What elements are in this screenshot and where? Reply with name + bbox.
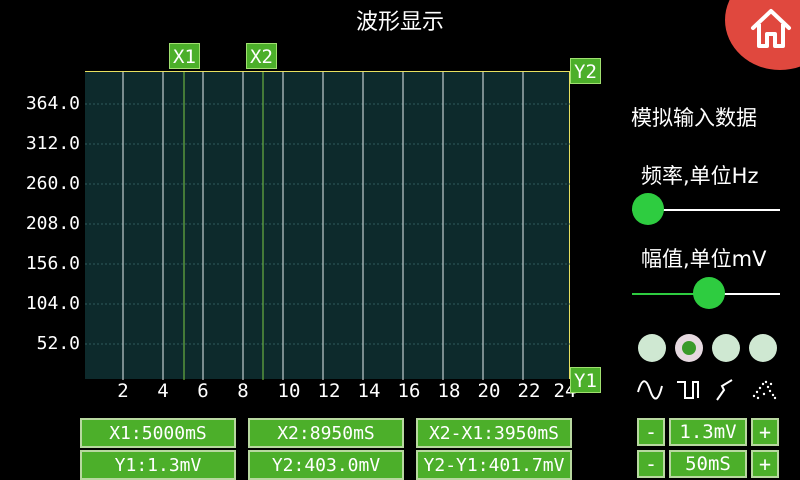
x-tick-label: 20: [478, 380, 501, 402]
amplitude-step-decrease-button[interactable]: -: [637, 418, 665, 446]
waveform-radio-noise[interactable]: [749, 334, 777, 362]
y-tick-label: 364.0: [26, 93, 80, 114]
plot-grid: [85, 72, 570, 380]
x-tick-label: 18: [438, 380, 461, 402]
readout-dx: X2-X1:3950mS: [416, 418, 572, 448]
cursor-y1-tag[interactable]: Y1: [570, 367, 601, 393]
amplitude-label: 幅值,单位mV: [641, 243, 767, 273]
time-step-increase-button[interactable]: +: [751, 450, 779, 478]
amplitude-slider[interactable]: [632, 293, 780, 295]
noise-wave-icon: [750, 376, 778, 404]
page-title: 波形显示: [0, 4, 800, 36]
readout-dy: Y2-Y1:401.7mV: [416, 450, 572, 480]
readout-x2: X2:8950mS: [248, 418, 404, 448]
readout-x1: X1:5000mS: [80, 418, 236, 448]
time-step-value: 50mS: [669, 450, 747, 478]
y-tick-label: 104.0: [26, 293, 80, 314]
frequency-slider-knob[interactable]: [632, 193, 664, 225]
x-tick-label: 16: [398, 380, 421, 402]
square-wave-icon: [674, 376, 702, 404]
waveform-radio-triangle[interactable]: [712, 334, 740, 362]
y-tick-label: 52.0: [37, 333, 80, 354]
amplitude-step-value: 1.3mV: [669, 418, 747, 446]
waveform-plot[interactable]: [85, 71, 570, 379]
triangle-wave-icon: [712, 376, 740, 404]
waveform-radio-square[interactable]: [675, 334, 703, 362]
y-tick-label: 260.0: [26, 173, 80, 194]
x-tick-label: 6: [197, 380, 208, 402]
cursor-x1-tag[interactable]: X1: [169, 43, 200, 69]
x-tick-label: 12: [318, 380, 341, 402]
frequency-slider[interactable]: [632, 209, 780, 211]
cursor-y2-tag[interactable]: Y2: [570, 58, 601, 84]
y-tick-label: 156.0: [26, 253, 80, 274]
x-tick-label: 4: [157, 380, 168, 402]
amplitude-step-increase-button[interactable]: +: [751, 418, 779, 446]
x-tick-label: 2: [117, 380, 128, 402]
readout-y1: Y1:1.3mV: [80, 450, 236, 480]
home-icon: [749, 6, 793, 50]
y-tick-label: 208.0: [26, 213, 80, 234]
time-step-decrease-button[interactable]: -: [637, 450, 665, 478]
panel-heading: 模拟输入数据: [631, 102, 757, 132]
x-tick-label: 8: [237, 380, 248, 402]
x-tick-label: 14: [358, 380, 381, 402]
frequency-label: 频率,单位Hz: [641, 160, 759, 190]
sine-wave-icon: [636, 376, 664, 404]
home-button[interactable]: [725, 0, 800, 70]
waveform-radio-sine[interactable]: [638, 334, 666, 362]
x-tick-label: 22: [518, 380, 541, 402]
amplitude-slider-knob[interactable]: [693, 277, 725, 309]
readout-y2: Y2:403.0mV: [248, 450, 404, 480]
y-tick-label: 312.0: [26, 133, 80, 154]
cursor-x2-tag[interactable]: X2: [246, 43, 277, 69]
x-tick-label: 10: [278, 380, 301, 402]
